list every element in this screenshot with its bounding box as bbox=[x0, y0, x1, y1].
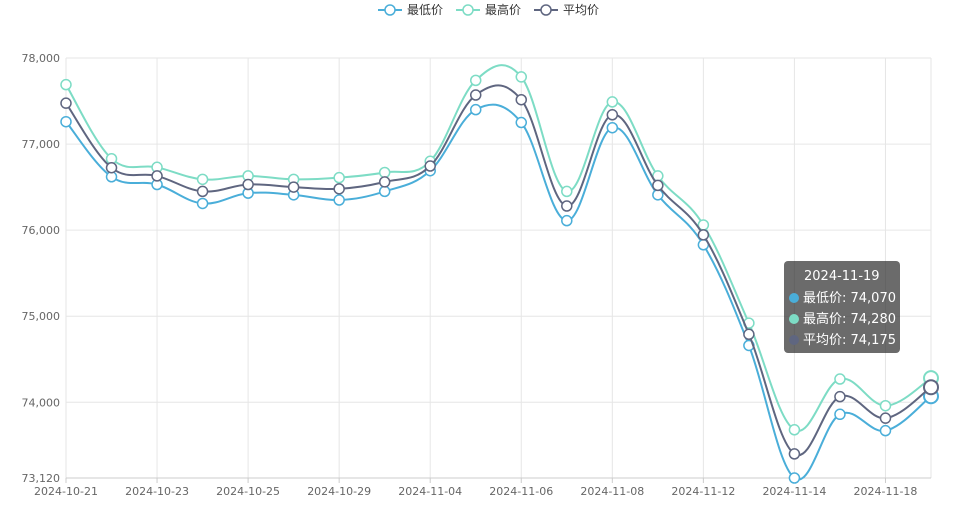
data-point[interactable] bbox=[333, 194, 345, 206]
x-tick-label: 2024-10-21 bbox=[34, 485, 98, 498]
x-tick-label: 2024-10-23 bbox=[125, 485, 189, 498]
y-tick-label: 75,000 bbox=[22, 310, 61, 323]
data-point[interactable] bbox=[105, 161, 118, 174]
data-point[interactable] bbox=[606, 96, 619, 108]
legend-item-0[interactable]: 最低价 bbox=[378, 3, 443, 17]
x-tick-label: 2024-10-25 bbox=[216, 485, 280, 498]
data-point[interactable] bbox=[834, 390, 846, 403]
data-point[interactable] bbox=[469, 89, 482, 101]
legend-marker-icon bbox=[384, 4, 396, 16]
tooltip-row: 最高价: 74,280 bbox=[803, 311, 896, 327]
axes: 73,120 74,000 75,000 76,000 77,000 78,000 2024… bbox=[22, 52, 931, 498]
legend-label: 最高价 bbox=[485, 2, 521, 17]
data-point[interactable] bbox=[788, 424, 801, 436]
data-point[interactable] bbox=[151, 170, 163, 182]
tooltip-box bbox=[784, 261, 900, 353]
series-line bbox=[65, 64, 932, 432]
y-tick-label: 76,000 bbox=[22, 224, 61, 237]
data-point[interactable] bbox=[378, 176, 391, 188]
tooltip-row: 平均价: 74,175 bbox=[803, 333, 896, 348]
y-tick-label: 78,000 bbox=[22, 52, 61, 65]
data-point[interactable] bbox=[60, 97, 72, 109]
legend-marker-icon bbox=[540, 4, 552, 16]
data-point[interactable] bbox=[196, 185, 209, 198]
tooltip-row: 最低价: 74,070 bbox=[803, 291, 896, 306]
x-tick-label: 2024-11-08 bbox=[580, 485, 644, 498]
x-tick-label: 2024-11-04 bbox=[398, 485, 462, 498]
data-point[interactable] bbox=[923, 379, 939, 396]
data-point[interactable] bbox=[469, 74, 482, 87]
data-point[interactable] bbox=[606, 121, 619, 134]
y-tick-label: 73,120 bbox=[22, 472, 61, 485]
x-tick-label: 2024-11-14 bbox=[762, 485, 826, 498]
data-point[interactable] bbox=[333, 171, 345, 184]
data-point[interactable] bbox=[697, 229, 710, 241]
data-point[interactable] bbox=[561, 214, 573, 227]
legend-label: 最低价 bbox=[407, 3, 443, 17]
data-point[interactable] bbox=[424, 160, 436, 172]
data-point[interactable] bbox=[469, 103, 482, 116]
data-point[interactable] bbox=[196, 173, 209, 186]
x-tick-label: 2024-11-06 bbox=[489, 485, 553, 498]
data-point[interactable] bbox=[606, 109, 619, 121]
x-tick-label: 2024-11-12 bbox=[671, 485, 735, 498]
data-point[interactable] bbox=[788, 448, 801, 460]
legend-item-1[interactable]: 最高价 bbox=[456, 2, 521, 17]
x-tick-label: 2024-10-29 bbox=[307, 485, 371, 498]
series-group bbox=[60, 64, 939, 484]
tooltip: 2024-11-19 最低价: 74,070 最高价: 74,280 平均价: 74,… bbox=[784, 261, 900, 353]
x-tick-label: 2024-11-18 bbox=[854, 485, 918, 498]
data-point[interactable] bbox=[879, 424, 892, 437]
data-point[interactable] bbox=[652, 189, 664, 201]
y-tick-label: 74,000 bbox=[22, 396, 61, 409]
series-avg bbox=[60, 84, 939, 460]
legend-item-2[interactable]: 平均价 bbox=[534, 3, 599, 17]
data-point[interactable] bbox=[834, 373, 846, 385]
data-point[interactable] bbox=[879, 412, 892, 424]
data-point[interactable] bbox=[60, 115, 72, 128]
data-point[interactable] bbox=[652, 179, 664, 192]
data-point[interactable] bbox=[834, 408, 846, 421]
legend-label: 平均价 bbox=[563, 3, 599, 17]
data-point[interactable] bbox=[378, 166, 391, 179]
data-point[interactable] bbox=[60, 78, 72, 91]
data-point[interactable] bbox=[879, 399, 892, 412]
data-point[interactable] bbox=[743, 328, 755, 341]
data-point[interactable] bbox=[378, 185, 391, 198]
data-point[interactable] bbox=[515, 93, 528, 106]
data-point[interactable] bbox=[788, 472, 801, 484]
tooltip-title: 2024-11-19 bbox=[804, 269, 880, 284]
data-point[interactable] bbox=[515, 71, 528, 83]
legend-marker-icon bbox=[462, 4, 474, 16]
series-low bbox=[60, 103, 939, 484]
data-point[interactable] bbox=[196, 197, 209, 210]
data-point[interactable] bbox=[287, 181, 300, 193]
tooltip-dot bbox=[789, 335, 799, 345]
legend[interactable]: 最低价 最高价 平均价 bbox=[378, 2, 599, 17]
data-point[interactable] bbox=[561, 185, 573, 198]
data-point[interactable] bbox=[242, 178, 254, 191]
series-high bbox=[60, 64, 939, 436]
tooltip-dot bbox=[789, 314, 799, 324]
y-tick-label: 77,000 bbox=[22, 138, 61, 151]
data-point[interactable] bbox=[561, 200, 573, 212]
data-point[interactable] bbox=[333, 183, 345, 195]
data-point[interactable] bbox=[515, 116, 528, 129]
tooltip-dot bbox=[789, 293, 799, 303]
